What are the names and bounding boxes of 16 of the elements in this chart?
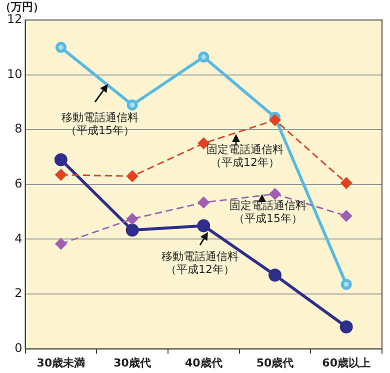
y-axis-title: （万円）	[0, 0, 44, 14]
x-tick-label: 50歳代	[256, 356, 294, 370]
series-label: 固定電話通信料（平成12年）	[206, 142, 284, 169]
x-tick-label: 30歳未満	[36, 356, 86, 370]
series-label: 移動電話通信料（平成12年）	[162, 250, 238, 276]
x-tick-label: 40歳代	[184, 356, 222, 370]
x-tick-label: 60歳以上	[322, 356, 370, 370]
y-tick-label: 2	[14, 286, 22, 300]
y-tick-label: 12	[6, 12, 22, 26]
x-tick-label: 30歳代	[114, 356, 151, 370]
series-label: 移動電話通信料（平成15年）	[62, 110, 138, 137]
y-tick-label: 6	[14, 176, 22, 191]
y-tick-label: 10	[6, 66, 22, 81]
y-tick-label: 8	[14, 122, 22, 136]
y-tick-label: 4	[14, 231, 22, 246]
y-tick-label: 0	[14, 340, 22, 355]
